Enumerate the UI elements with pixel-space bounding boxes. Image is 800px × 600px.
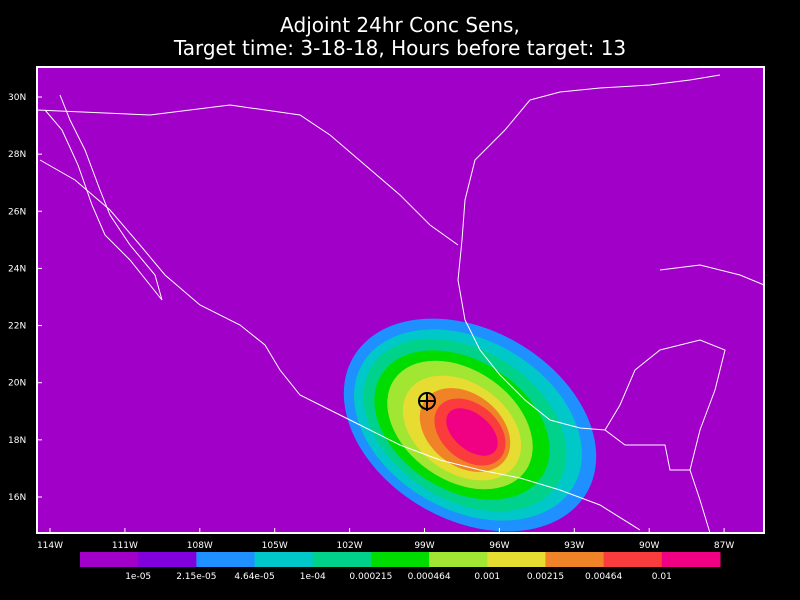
- lon-label: 90W: [639, 541, 659, 551]
- title-line-2: Target time: 3-18-18, Hours before targe…: [173, 36, 626, 60]
- colorbar-swatch: [545, 552, 605, 567]
- lat-label: 20N: [8, 379, 26, 389]
- lon-label: 93W: [564, 541, 584, 551]
- target-marker: [418, 392, 436, 411]
- lon-label: 99W: [414, 541, 434, 551]
- lat-label: 28N: [8, 150, 26, 160]
- us-border: [36, 104, 459, 246]
- cuba: [659, 264, 765, 286]
- contour-10: [446, 408, 498, 456]
- lat-label: 16N: [8, 493, 26, 503]
- colorbar-swatch: [138, 552, 197, 567]
- pacific-coast: [39, 159, 641, 531]
- lat-label: 18N: [8, 436, 26, 446]
- lat-label: 22N: [8, 322, 26, 332]
- colorbar-label: 0.00215: [527, 572, 564, 582]
- colorbar-swatch: [254, 552, 314, 567]
- title-line-1: Adjoint 24hr Conc Sens,: [280, 13, 520, 37]
- lat-label: 24N: [8, 264, 26, 274]
- lon-label: 87W: [714, 541, 734, 551]
- coastlines: [36, 74, 765, 534]
- axes: 30N 28N 26N 24N 22N 20N 18N 16N 114W 111W 108W 105W…: [8, 93, 734, 551]
- lat-label: 26N: [8, 207, 26, 217]
- colorbar-label: 0.000464: [408, 572, 451, 582]
- baja-coast: [44, 94, 163, 301]
- colorbar-label: 1e-04: [300, 572, 326, 582]
- colorbar-label: 2.15e-05: [176, 572, 216, 582]
- colorbar: 1e-05 2.15e-05 4.64e-05 1e-04 0.000215 0.0004…: [80, 552, 721, 582]
- map-frame: [36, 66, 765, 534]
- sensitivity-field: [36, 66, 765, 534]
- lon-label: 105W: [262, 541, 288, 551]
- us-coast: [529, 74, 721, 101]
- lon-label: 102W: [337, 541, 363, 551]
- colorbar-label: 0.01: [652, 572, 672, 582]
- colorbar-label: 4.64e-05: [234, 572, 274, 582]
- gulf-coast: [457, 99, 726, 471]
- lon-label: 96W: [489, 541, 509, 551]
- colorbar-swatch: [196, 552, 256, 567]
- colorbar-label: 0.001: [474, 572, 500, 582]
- colorbar-swatch: [487, 552, 546, 567]
- colorbar-label: 1e-05: [125, 572, 151, 582]
- colorbar-swatch: [312, 552, 372, 567]
- colorbar-label: 0.00464: [585, 572, 622, 582]
- colorbar-swatch: [429, 552, 488, 567]
- colorbar-swatch: [603, 552, 663, 567]
- lon-label: 114W: [37, 541, 63, 551]
- lon-label: 111W: [112, 541, 138, 551]
- lat-label: 30N: [8, 93, 26, 103]
- lon-label: 108W: [187, 541, 213, 551]
- colorbar-label: 0.000215: [349, 572, 392, 582]
- colorbar-swatch: [370, 552, 430, 567]
- colorbar-swatch: [661, 552, 721, 567]
- central-america: [604, 429, 711, 534]
- colorbar-swatch: [80, 552, 139, 567]
